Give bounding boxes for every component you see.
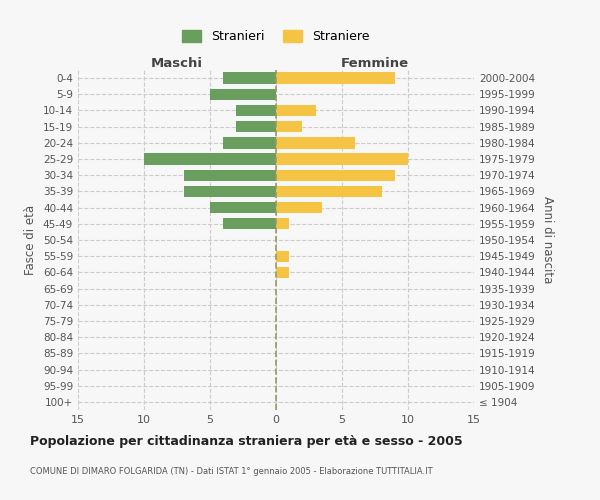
- Bar: [236, 121, 276, 132]
- Text: COMUNE DI DIMARO FOLGARIDA (TN) - Dati ISTAT 1° gennaio 2005 - Elaborazione TUTT: COMUNE DI DIMARO FOLGARIDA (TN) - Dati I…: [30, 468, 433, 476]
- Bar: [276, 202, 322, 213]
- Bar: [184, 170, 276, 181]
- Legend: Stranieri, Straniere: Stranieri, Straniere: [178, 25, 374, 48]
- Bar: [223, 137, 276, 148]
- Bar: [276, 105, 316, 116]
- Bar: [210, 202, 276, 213]
- Bar: [184, 186, 276, 197]
- Bar: [276, 186, 382, 197]
- Bar: [276, 170, 395, 181]
- Bar: [236, 105, 276, 116]
- Bar: [223, 218, 276, 230]
- Text: Popolazione per cittadinanza straniera per età e sesso - 2005: Popolazione per cittadinanza straniera p…: [30, 435, 463, 448]
- Bar: [276, 250, 289, 262]
- Bar: [276, 266, 289, 278]
- Y-axis label: Fasce di età: Fasce di età: [25, 205, 37, 275]
- Bar: [144, 154, 276, 164]
- Bar: [276, 154, 408, 164]
- Y-axis label: Anni di nascita: Anni di nascita: [541, 196, 554, 284]
- Text: Femmine: Femmine: [341, 57, 409, 70]
- Bar: [276, 72, 395, 84]
- Bar: [276, 121, 302, 132]
- Bar: [276, 137, 355, 148]
- Bar: [223, 72, 276, 84]
- Bar: [210, 88, 276, 100]
- Text: Maschi: Maschi: [151, 57, 203, 70]
- Bar: [276, 218, 289, 230]
